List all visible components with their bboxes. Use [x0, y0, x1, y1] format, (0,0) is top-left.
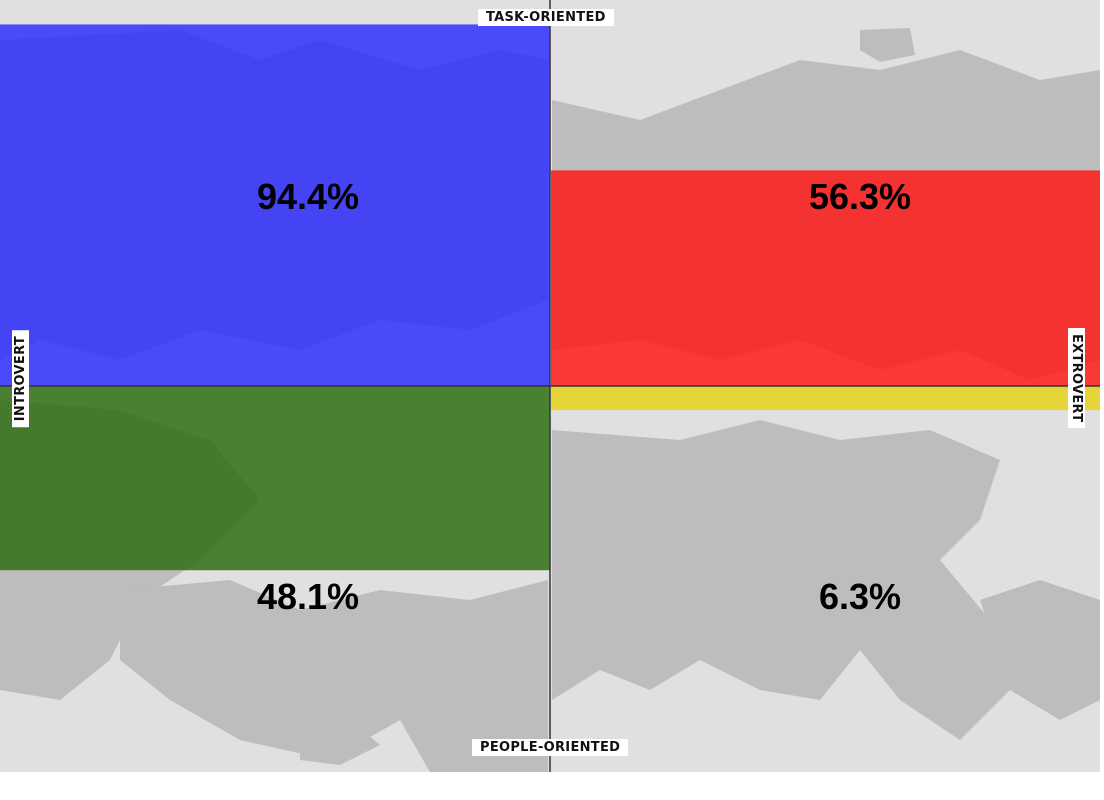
land-shape [860, 28, 915, 62]
bar-bottom-left [0, 386, 550, 571]
axis-label-right: EXTROVERT [1068, 328, 1085, 429]
axis-label-top: TASK-ORIENTED [478, 9, 614, 26]
value-label-top-left: 94.4% [257, 176, 359, 217]
land-shape [120, 580, 548, 772]
value-label-bottom-right: 6.3% [819, 576, 901, 617]
percentage-labels: 94.4% 56.3% 48.1% 6.3% [257, 176, 911, 617]
land-shape [300, 720, 380, 765]
land-shape [980, 580, 1100, 720]
value-label-bottom-left: 48.1% [257, 576, 359, 617]
quadrant-bars [0, 24, 1100, 571]
chart-stage: 94.4% 56.3% 48.1% 6.3% [0, 0, 1100, 772]
chart-plot: 94.4% 56.3% 48.1% 6.3% [0, 0, 1100, 772]
bar-top-right [551, 170, 1100, 386]
axis-lines [0, 0, 1100, 772]
value-label-top-right: 56.3% [809, 176, 911, 217]
bar-top-left [0, 24, 550, 387]
bar-bottom-right [551, 386, 1100, 411]
axis-label-left: INTROVERT [12, 330, 29, 428]
land-shape [552, 420, 1010, 740]
axis-label-bottom: PEOPLE-ORIENTED [472, 739, 629, 756]
